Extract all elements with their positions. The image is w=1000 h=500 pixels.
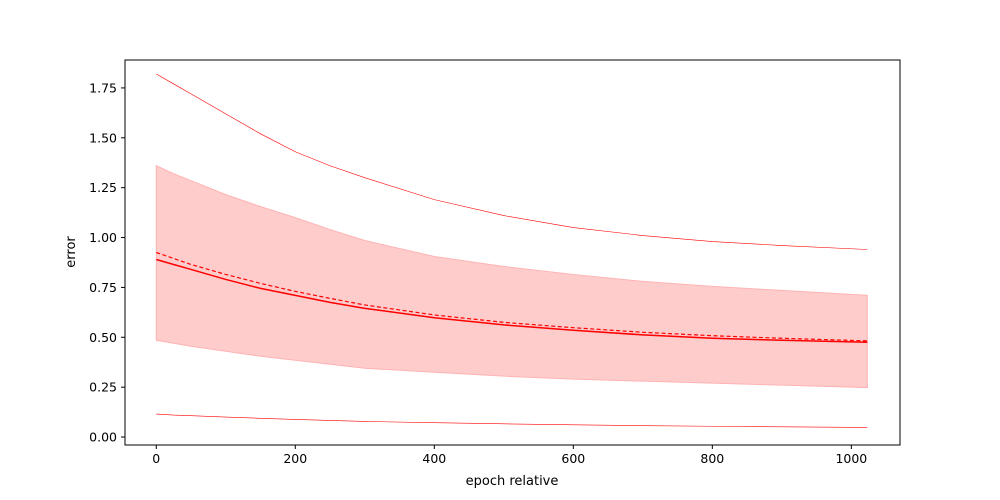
x-tick-label: 800 [700, 451, 724, 466]
outer-lower-line [156, 413, 868, 428]
x-tick-label: 200 [283, 451, 307, 466]
x-tick-label: 400 [422, 451, 446, 466]
x-tick-label: 600 [561, 451, 585, 466]
y-axis: 0.00 0.25 0.50 0.75 1.00 1.25 1.50 1.75 [89, 80, 125, 445]
confidence-band [155, 164, 868, 389]
y-tick-label: 1.25 [89, 180, 117, 195]
y-tick-label: 0.50 [89, 330, 117, 345]
outer-upper-line [156, 73, 868, 250]
median-line [156, 258, 868, 344]
y-tick-label: 0.00 [89, 430, 117, 445]
x-axis: 0 200 400 600 800 1000 [152, 445, 867, 466]
y-axis-label: error [64, 236, 79, 268]
plot-area [155, 73, 868, 428]
mean-line [156, 251, 868, 342]
x-tick-label: 1000 [835, 451, 867, 466]
x-axis-label: epoch relative [466, 474, 559, 489]
x-tick-label: 0 [152, 451, 160, 466]
y-tick-label: 1.00 [89, 230, 117, 245]
plot-frame [124, 59, 901, 446]
y-tick-label: 1.75 [89, 80, 117, 95]
y-tick-label: 0.25 [89, 380, 117, 395]
y-tick-label: 1.50 [89, 130, 117, 145]
y-tick-label: 0.75 [89, 280, 117, 295]
